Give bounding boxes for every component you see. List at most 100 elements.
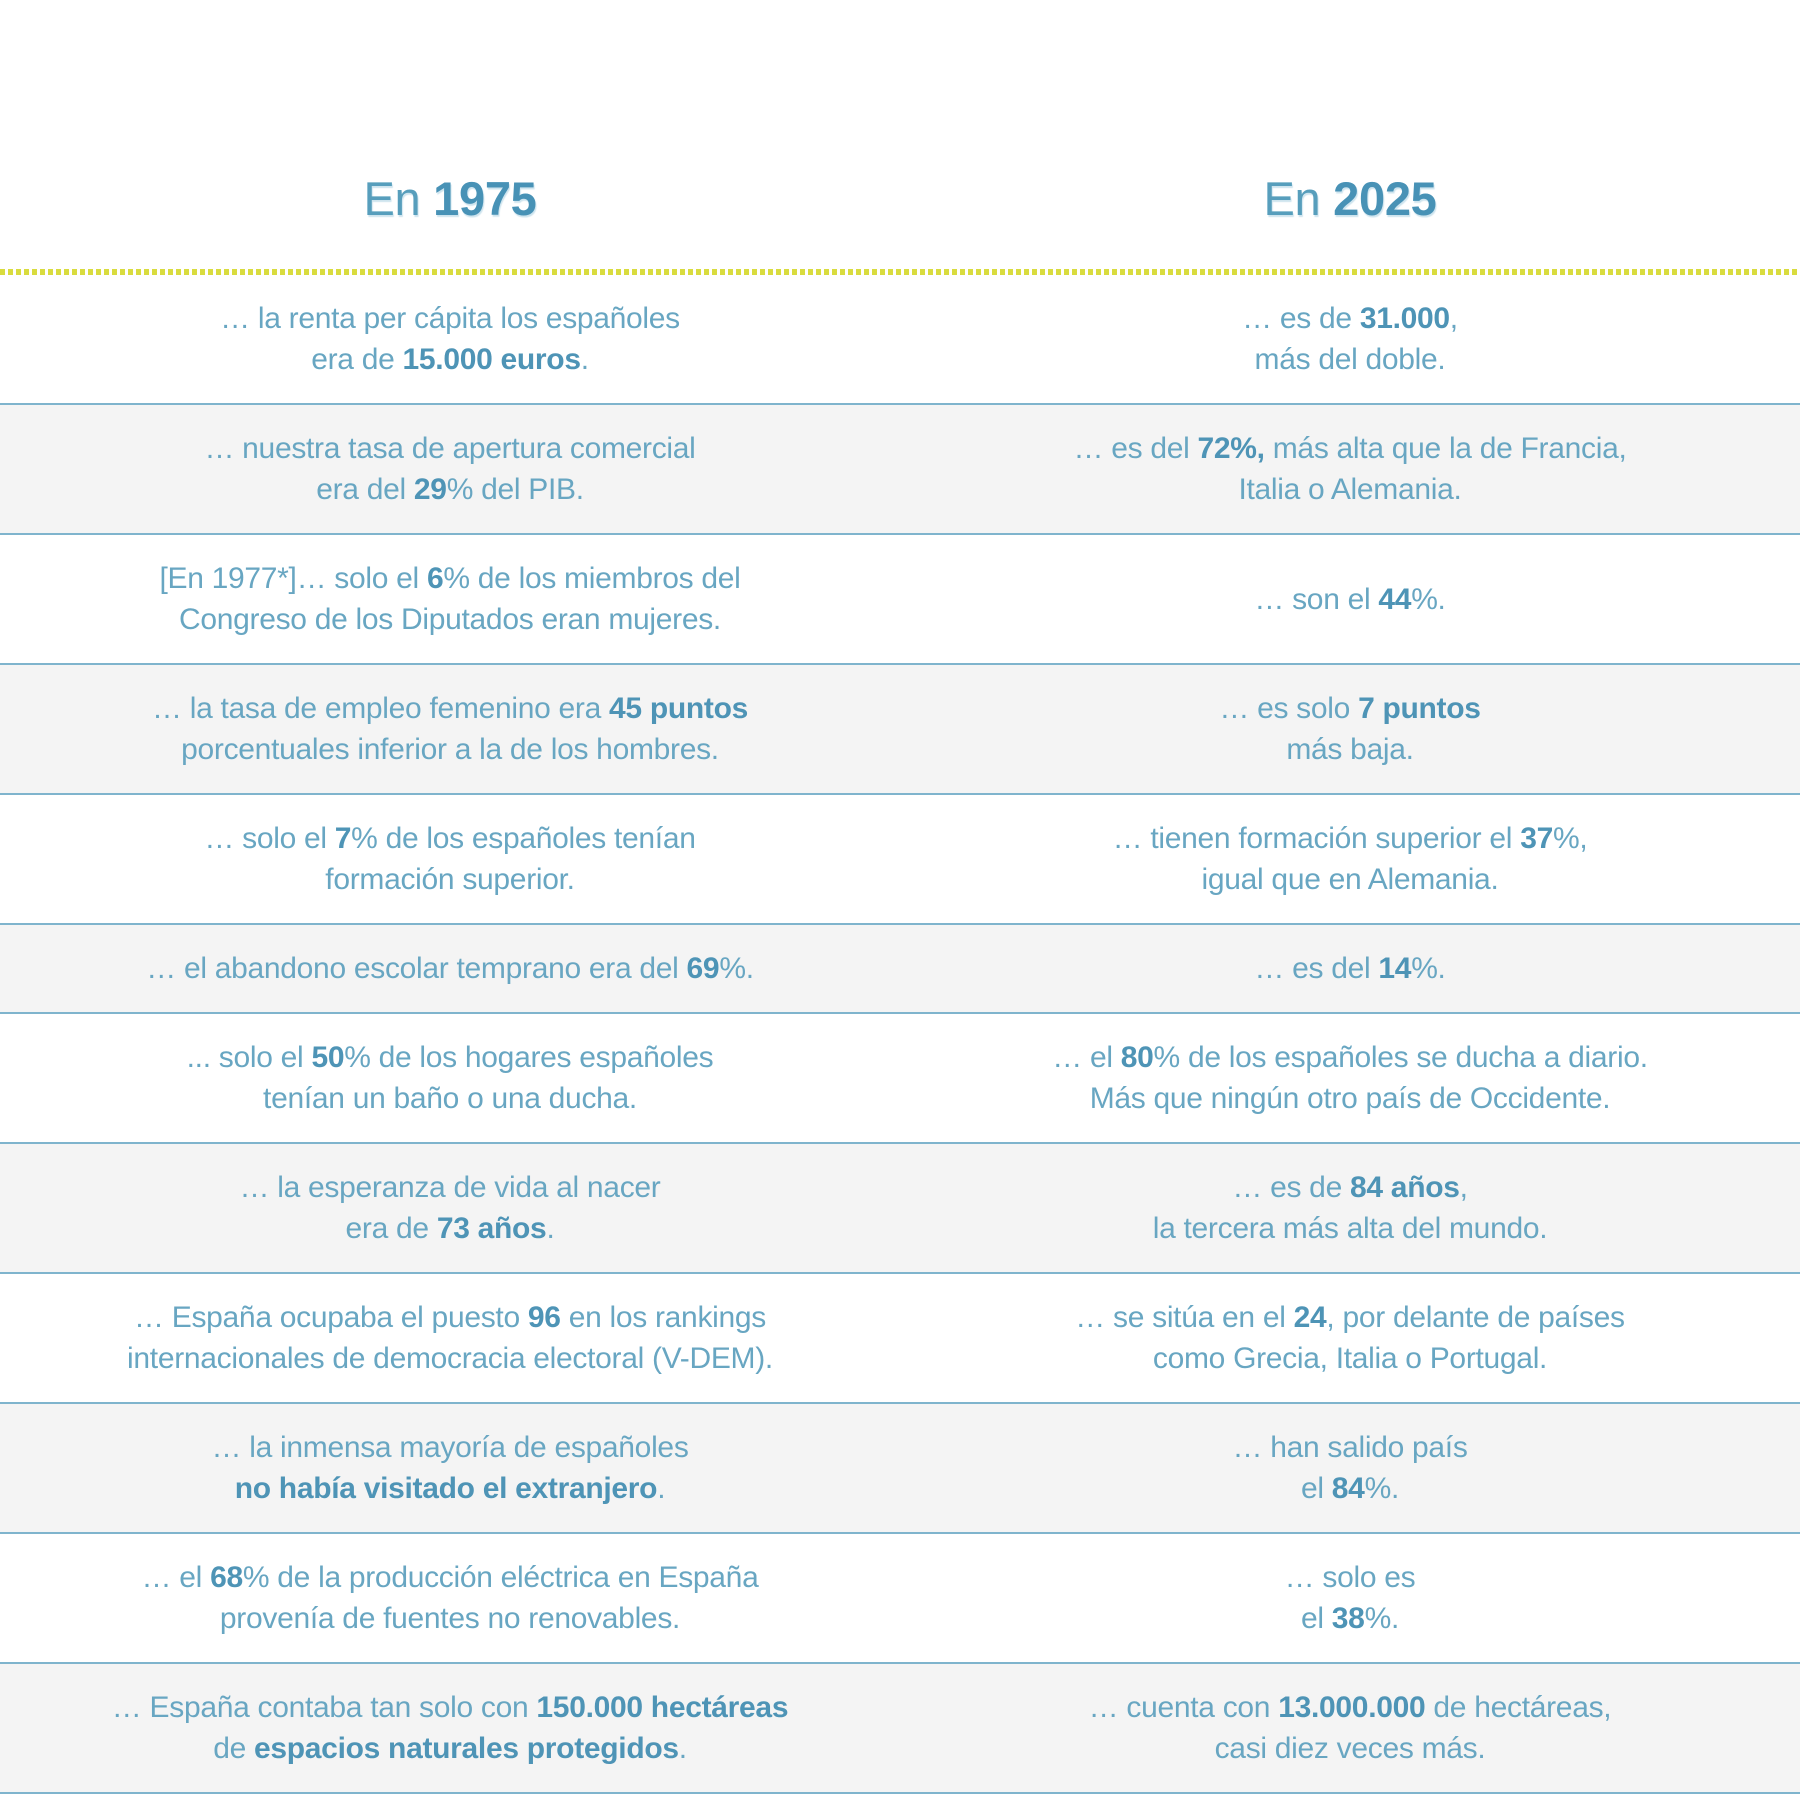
text-line: ... solo el 50% de los hogares españoles	[60, 1037, 840, 1078]
text-segment: … han salido país	[1232, 1431, 1468, 1464]
text-segment: la tercera más alta del mundo.	[1152, 1212, 1548, 1245]
text-line: era de 73 años.	[60, 1208, 840, 1249]
text-segment: … tienen formación superior el	[1112, 822, 1521, 855]
highlight-text: 80	[1120, 1041, 1154, 1074]
highlight-text: 31.000	[1359, 302, 1450, 335]
text-segment: [En 1977*]… solo el	[159, 562, 427, 595]
cell-1975: … nuestra tasa de apertura comercial era …	[0, 405, 900, 533]
table-row: … la esperanza de vida al nacer era de 73…	[0, 1142, 1800, 1274]
cell-1975: … España ocupaba el puesto 96 en los ran…	[0, 1274, 900, 1402]
table-row: [En 1977*]… solo el 6% de los miembros d…	[0, 535, 1800, 663]
text-line: … es de 31.000,	[960, 298, 1740, 339]
highlight-text: 29	[413, 473, 447, 506]
cell-2025: … se sitúa en el 24, por delante de país…	[900, 1274, 1800, 1402]
text-segment: % del PIB.	[446, 473, 584, 506]
cell-2025: … el 80% de los españoles se ducha a dia…	[900, 1014, 1800, 1142]
cell-1975: [En 1977*]… solo el 6% de los miembros d…	[0, 535, 900, 663]
table-row: … la tasa de empleo femenino era 45 punt…	[0, 663, 1800, 795]
highlight-text: 7	[334, 822, 352, 855]
header-year-2025: 2025	[1333, 172, 1437, 225]
text-segment: … el	[141, 1561, 211, 1594]
text-segment: igual que en Alemania.	[1201, 863, 1499, 896]
cell-1975: … la renta per cápita los españoles era d…	[0, 275, 900, 403]
text-line: … la inmensa mayoría de españoles	[60, 1427, 840, 1468]
table-row: … el 68% de la producción eléctrica en E…	[0, 1534, 1800, 1662]
text-line: … el 80% de los españoles se ducha a dia…	[960, 1037, 1740, 1078]
text-segment: era del	[316, 473, 414, 506]
text-line: era de 15.000 euros.	[60, 339, 840, 380]
text-line: … solo el 7% de los españoles tenían	[60, 818, 840, 859]
text-segment: % de la producción eléctrica en España	[242, 1561, 759, 1594]
text-segment: … solo el	[204, 822, 335, 855]
highlight-text: 14	[1378, 952, 1412, 985]
text-segment: .	[546, 1212, 555, 1245]
text-segment: como Grecia, Italia o Portugal.	[1152, 1342, 1548, 1375]
text-line: … son el 44%.	[960, 579, 1740, 620]
text-segment: … España contaba tan solo con	[111, 1691, 537, 1724]
text-line: provenía de fuentes no renovables.	[60, 1598, 840, 1639]
text-segment: % de los miembros del	[443, 562, 741, 595]
text-segment: más baja.	[1286, 733, 1414, 766]
text-line: de espacios naturales protegidos.	[60, 1728, 840, 1769]
text-line: Italia o Alemania.	[960, 469, 1740, 510]
highlight-text: 24	[1293, 1301, 1327, 1334]
text-segment: … es de	[1242, 302, 1360, 335]
text-segment: … se sitúa en el	[1075, 1301, 1294, 1334]
text-line: como Grecia, Italia o Portugal.	[960, 1338, 1740, 1379]
highlight-text: espacios naturales protegidos	[254, 1732, 679, 1765]
highlight-text: 96	[527, 1301, 561, 1334]
text-segment: … la inmensa mayoría de españoles	[211, 1431, 689, 1464]
cell-2025: … tienen formación superior el 37%, igual…	[900, 795, 1800, 923]
text-line: casi diez veces más.	[960, 1728, 1740, 1769]
text-segment: .	[580, 343, 589, 376]
text-segment: formación superior.	[325, 863, 575, 896]
highlight-text: 7 puntos	[1358, 692, 1481, 725]
table-row: … España ocupaba el puesto 96 en los ran…	[0, 1274, 1800, 1402]
table-row: … solo el 7% de los españoles tenían form…	[0, 795, 1800, 923]
text-segment: … cuenta con	[1088, 1691, 1279, 1724]
cell-2025: … es de 84 años, la tercera más alta del …	[900, 1144, 1800, 1272]
text-line: … el abandono escolar temprano era del 6…	[60, 948, 840, 989]
text-line: [En 1977*]… solo el 6% de los miembros d…	[60, 558, 840, 599]
text-segment: más alta que la de Francia,	[1264, 432, 1627, 465]
highlight-text: 73 años	[436, 1212, 547, 1245]
cell-1975: … España contaba tan solo con 150.000 he…	[0, 1664, 900, 1792]
text-segment: … son el	[1254, 582, 1379, 616]
text-segment: … es solo	[1219, 692, 1359, 725]
table-row: … la inmensa mayoría de españoles no habí…	[0, 1402, 1800, 1534]
text-line: más baja.	[960, 729, 1740, 770]
text-line: tenían un baño o una ducha.	[60, 1078, 840, 1119]
highlight-text: 13.000.000	[1278, 1691, 1426, 1724]
highlight-text: 6	[426, 562, 444, 595]
text-line: … la tasa de empleo femenino era 45 punt…	[60, 688, 840, 729]
cell-1975: ... solo el 50% de los hogares españoles…	[0, 1014, 900, 1142]
text-line: … se sitúa en el 24, por delante de país…	[960, 1297, 1740, 1338]
text-segment: era de	[345, 1212, 437, 1245]
text-segment: … la esperanza de vida al nacer	[239, 1171, 661, 1204]
text-line: Más que ningún otro país de Occidente.	[960, 1078, 1740, 1119]
text-line: el 38%.	[960, 1598, 1740, 1639]
highlight-text: 68	[210, 1561, 243, 1594]
text-line: … la renta per cápita los españoles	[60, 298, 840, 339]
text-segment: Italia o Alemania.	[1238, 473, 1462, 506]
highlight-text: 84	[1331, 1472, 1365, 1505]
cell-2025: … han salido país el 84%.	[900, 1404, 1800, 1532]
text-line: … la esperanza de vida al nacer	[60, 1167, 840, 1208]
highlight-text: 45 puntos	[609, 692, 749, 725]
cell-1975: … el abandono escolar temprano era del 6…	[0, 925, 900, 1012]
text-segment: porcentuales inferior a la de los hombre…	[181, 733, 719, 766]
text-line: más del doble.	[960, 339, 1740, 380]
text-segment: ... solo el	[186, 1041, 312, 1074]
highlight-text: 15.000 euros	[402, 343, 581, 376]
text-line: formación superior.	[60, 859, 840, 900]
highlight-text: 150.000 hectáreas	[536, 1691, 789, 1724]
text-line: Congreso de los Diputados eran mujeres.	[60, 599, 840, 640]
text-segment: … nuestra tasa de apertura comercial	[204, 432, 696, 465]
text-line: porcentuales inferior a la de los hombre…	[60, 729, 840, 770]
text-line: … es de 84 años,	[960, 1167, 1740, 1208]
text-segment: el	[1301, 1602, 1332, 1635]
cell-2025: … es solo 7 puntos más baja.	[900, 665, 1800, 793]
text-segment: , por delante de países	[1326, 1301, 1625, 1334]
table-row: ... solo el 50% de los hogares españoles…	[0, 1014, 1800, 1142]
text-segment: %.	[1364, 1602, 1400, 1635]
